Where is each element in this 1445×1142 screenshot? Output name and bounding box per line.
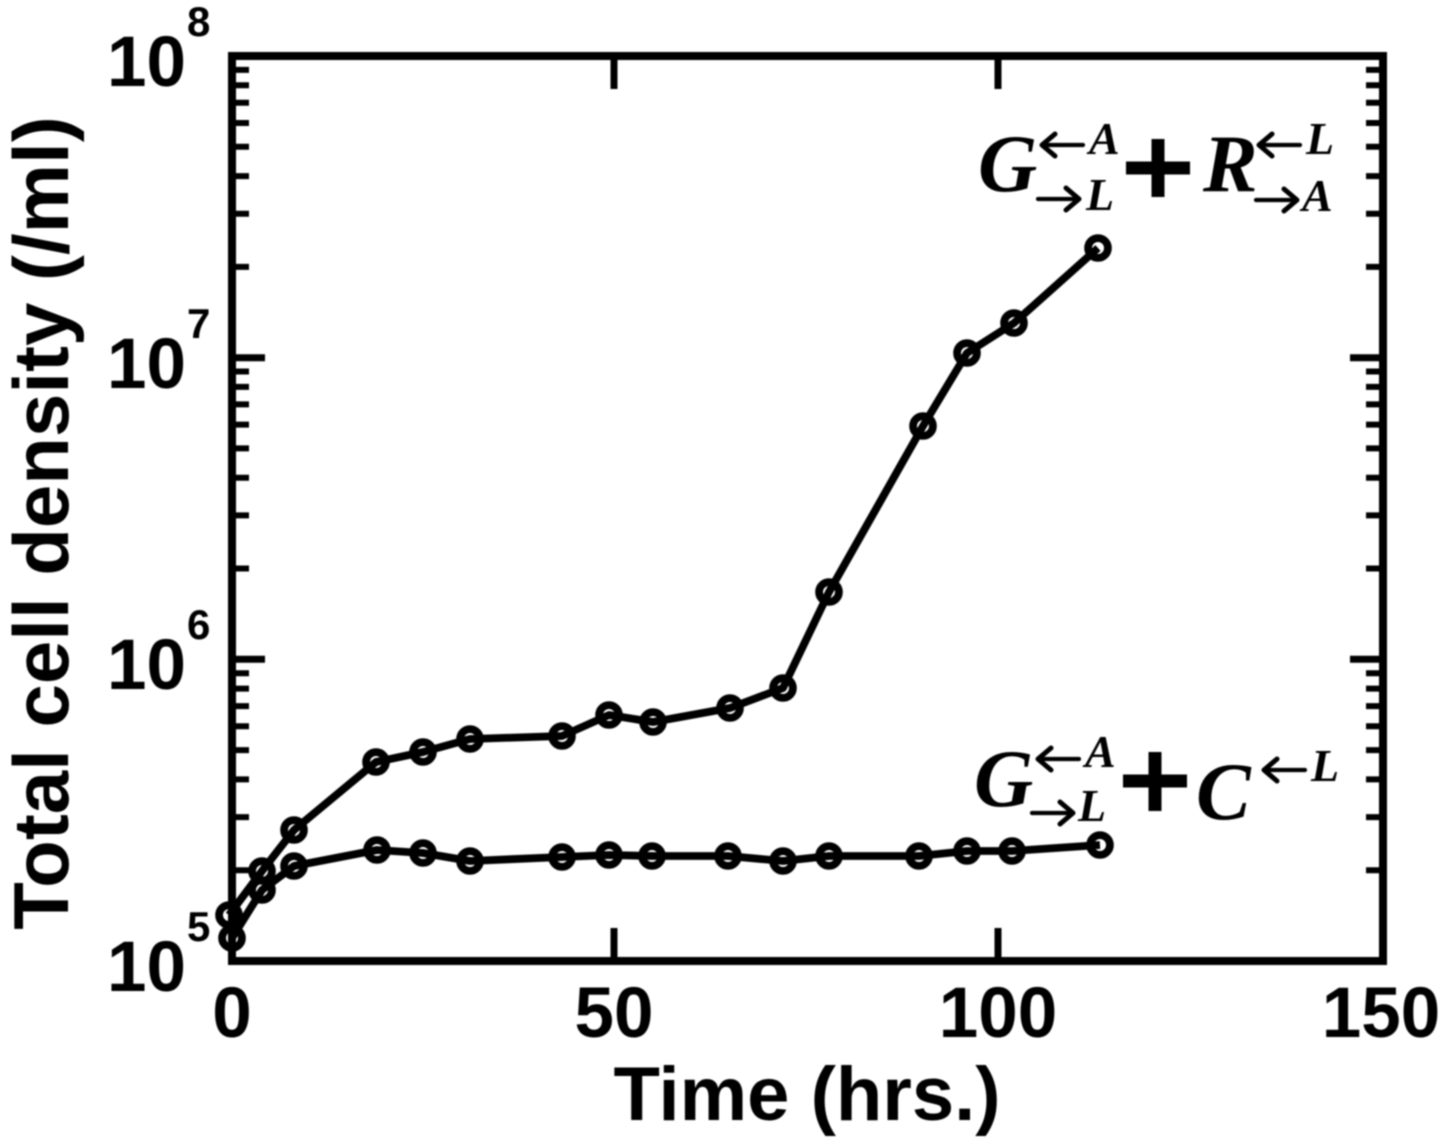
svg-text:Time (hrs.): Time (hrs.) (613, 1052, 1000, 1137)
svg-text:6: 6 (187, 601, 210, 648)
svg-text:L: L (1077, 780, 1106, 831)
svg-text:A: A (1299, 170, 1333, 221)
svg-text:0: 0 (212, 974, 252, 1053)
svg-text:10: 10 (107, 23, 186, 102)
svg-text:10: 10 (107, 626, 186, 705)
svg-text:5: 5 (187, 903, 210, 950)
svg-text:100: 100 (939, 974, 1057, 1053)
svg-text:10: 10 (107, 325, 186, 404)
svg-text:8: 8 (187, 0, 210, 45)
svg-text:150: 150 (1322, 974, 1440, 1053)
svg-text:L: L (1305, 113, 1334, 164)
svg-text:L: L (1310, 740, 1339, 791)
svg-text:A: A (1082, 726, 1116, 777)
svg-text:L: L (1085, 169, 1114, 220)
svg-text:A: A (1086, 113, 1120, 164)
svg-text:R: R (1202, 118, 1258, 209)
svg-text:G: G (974, 733, 1033, 824)
svg-text:C: C (1196, 746, 1252, 837)
svg-text:50: 50 (575, 974, 654, 1053)
svg-text:G: G (978, 118, 1037, 209)
svg-text:Total cell density (/ml): Total cell density (/ml) (0, 116, 85, 929)
svg-text:10: 10 (107, 928, 186, 1007)
svg-text:7: 7 (187, 300, 210, 347)
